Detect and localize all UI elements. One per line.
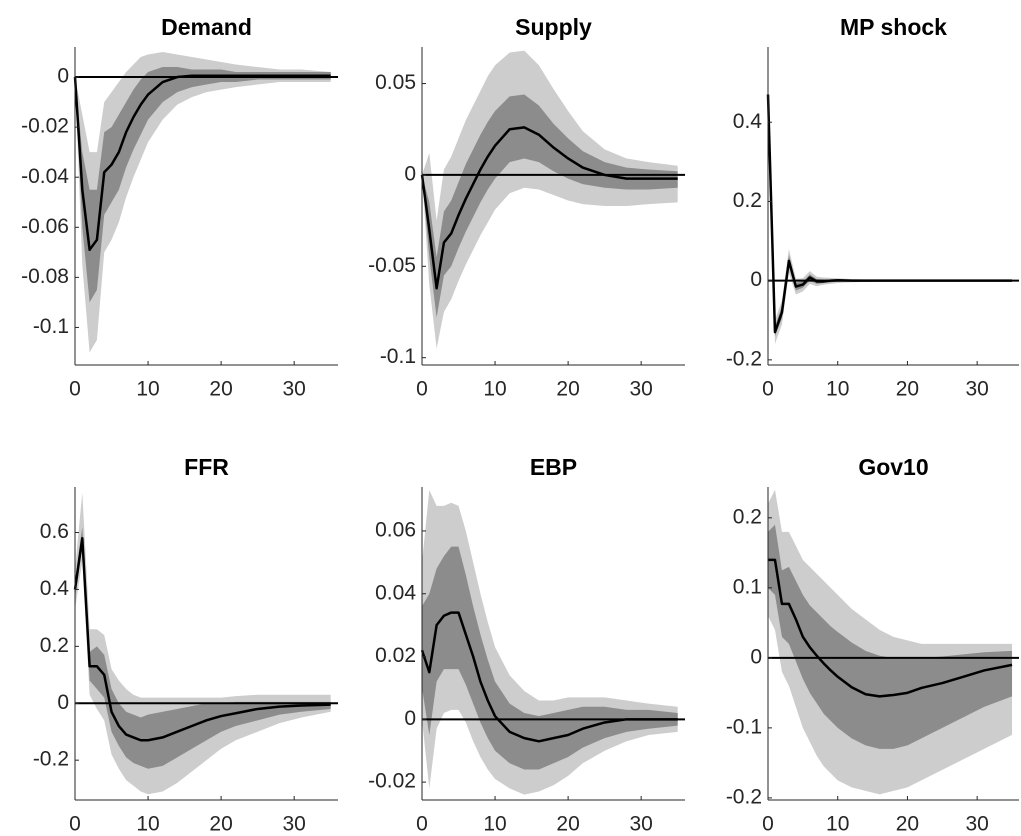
y-tick-label: -0.2 bbox=[33, 748, 69, 771]
response-line bbox=[768, 558, 1013, 698]
panel: -0.2 -0.1 0 0.1 0.2 0 10 20 30 Gov10 bbox=[726, 454, 1019, 836]
x-tick-label: 10 bbox=[483, 813, 506, 836]
y-tick-label: -0.1 bbox=[380, 345, 416, 368]
panel: -0.2 0 0.2 0.4 0.6 0 10 20 30 FFR bbox=[33, 454, 338, 836]
y-tick-label: -0.2 bbox=[726, 347, 762, 370]
y-tick-label: -0.02 bbox=[368, 770, 416, 793]
x-tick-label: 0 bbox=[416, 813, 428, 836]
x-tick-label: 30 bbox=[282, 378, 305, 401]
y-tick-label: 0.2 bbox=[733, 189, 762, 212]
panel-title: FFR bbox=[184, 454, 229, 480]
y-tick-label: 0 bbox=[57, 691, 69, 714]
x-tick-label: 10 bbox=[483, 378, 506, 401]
y-tick-label: 0.06 bbox=[375, 518, 416, 541]
confidence-band bbox=[768, 94, 1013, 345]
x-tick-label: 20 bbox=[896, 813, 919, 836]
confidence-band bbox=[75, 67, 331, 303]
x-tick-label: 20 bbox=[209, 378, 232, 401]
y-tick-label: 0 bbox=[750, 645, 762, 668]
y-tick-label: -0.02 bbox=[21, 115, 69, 138]
y-tick-label: 0.02 bbox=[375, 644, 416, 667]
confidence-band bbox=[422, 94, 678, 318]
x-tick-label: 30 bbox=[629, 378, 652, 401]
y-tick-label: 0.6 bbox=[40, 520, 69, 543]
panel-title: EBP bbox=[530, 454, 577, 480]
x-tick-label: 20 bbox=[209, 813, 232, 836]
confidence-band bbox=[75, 52, 331, 353]
y-tick-label: -0.2 bbox=[726, 785, 762, 808]
panel-title: Supply bbox=[515, 14, 592, 40]
x-tick-label: 30 bbox=[965, 378, 988, 401]
y-tick-label: -0.04 bbox=[21, 165, 69, 188]
y-tick-label: -0.1 bbox=[33, 315, 69, 338]
y-tick-label: 0.4 bbox=[40, 577, 70, 600]
confidence-band bbox=[422, 50, 678, 349]
x-tick-label: 30 bbox=[629, 813, 652, 836]
response-line bbox=[420, 611, 678, 743]
response-line bbox=[766, 94, 1013, 334]
y-tick-label: 0.05 bbox=[375, 71, 416, 94]
x-tick-label: 20 bbox=[556, 378, 579, 401]
response-line bbox=[73, 536, 331, 742]
response-line bbox=[420, 126, 678, 290]
panel-title: Demand bbox=[161, 14, 252, 40]
panel-title: Gov10 bbox=[858, 454, 928, 480]
y-tick-label: -0.1 bbox=[726, 715, 762, 738]
x-tick-label: 0 bbox=[762, 813, 774, 836]
y-tick-label: 0.04 bbox=[375, 581, 416, 604]
x-tick-label: 20 bbox=[556, 813, 579, 836]
confidence-band bbox=[768, 524, 1013, 749]
confidence-band bbox=[75, 526, 331, 769]
y-tick-label: -0.08 bbox=[21, 265, 69, 288]
y-tick-label: 0 bbox=[404, 162, 416, 185]
y-tick-label: 0.2 bbox=[733, 505, 762, 528]
confidence-band bbox=[422, 546, 678, 770]
confidence-band bbox=[75, 492, 331, 795]
y-tick-label: 0.4 bbox=[733, 110, 763, 133]
x-tick-label: 0 bbox=[416, 378, 428, 401]
y-tick-label: 0 bbox=[750, 268, 762, 291]
response-line bbox=[73, 74, 331, 252]
y-tick-label: 0.2 bbox=[40, 634, 69, 657]
x-tick-label: 10 bbox=[826, 813, 849, 836]
x-tick-label: 10 bbox=[136, 378, 159, 401]
y-tick-label: -0.05 bbox=[368, 254, 416, 277]
y-tick-label: 0 bbox=[404, 707, 416, 730]
y-tick-label: 0.1 bbox=[733, 575, 762, 598]
x-tick-label: 30 bbox=[965, 813, 988, 836]
x-tick-label: 0 bbox=[762, 378, 774, 401]
panel: -0.1 -0.05 0 0.05 0 10 20 30 Supply bbox=[368, 14, 685, 401]
confidence-band bbox=[768, 94, 1013, 337]
x-tick-label: 0 bbox=[69, 378, 81, 401]
panel: -0.1 -0.08 -0.06 -0.04 -0.02 0 0 10 20 30 Demand bbox=[21, 14, 338, 401]
x-tick-label: 10 bbox=[136, 813, 159, 836]
y-tick-label: -0.06 bbox=[21, 215, 69, 238]
panel-title: MP shock bbox=[840, 14, 947, 40]
x-tick-label: 20 bbox=[896, 378, 919, 401]
x-tick-label: 10 bbox=[826, 378, 849, 401]
y-tick-label: 0 bbox=[57, 65, 69, 88]
x-tick-label: 30 bbox=[282, 813, 305, 836]
x-tick-label: 0 bbox=[69, 813, 81, 836]
